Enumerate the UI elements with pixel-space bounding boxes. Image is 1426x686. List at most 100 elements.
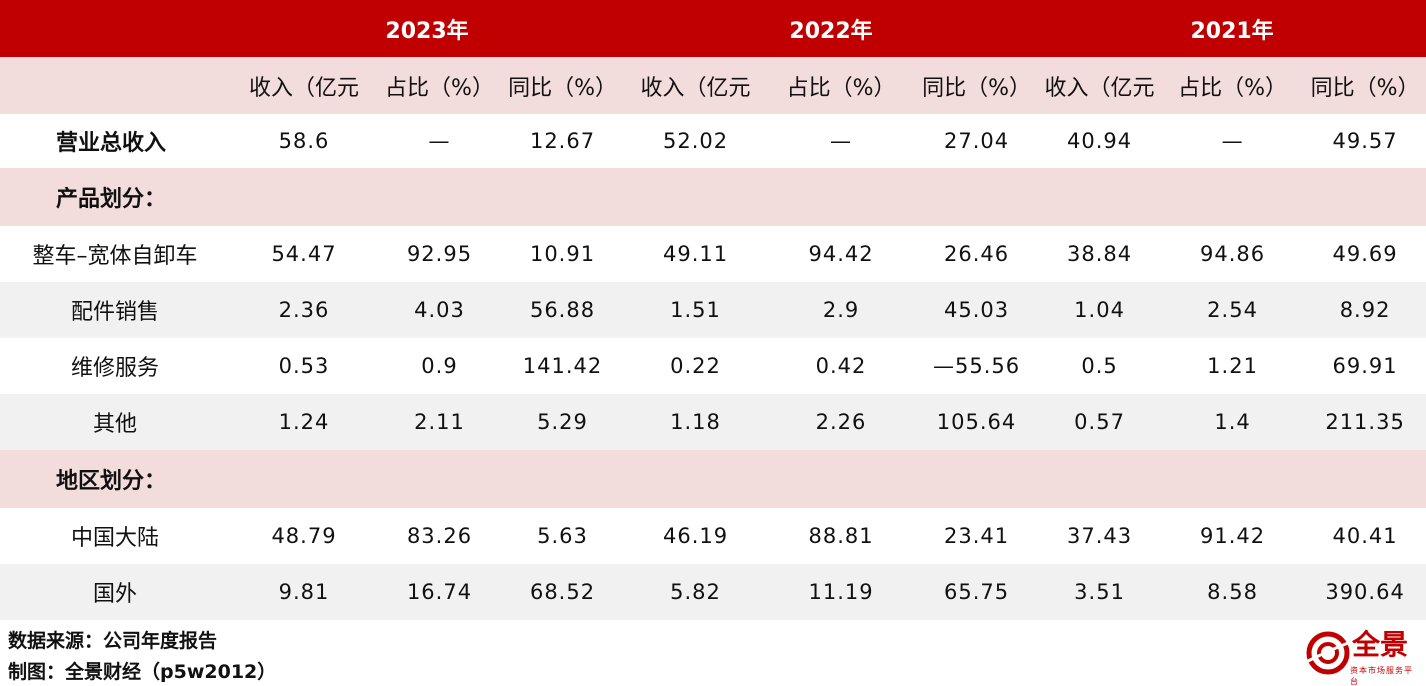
value-cell: 0.5 (1038, 338, 1162, 394)
value-cell: 27.04 (915, 114, 1039, 168)
value-cell: 4.03 (378, 282, 501, 338)
year-header-row: 2023年 2022年 2021年 (0, 0, 1426, 57)
value-cell: 40.94 (1038, 114, 1162, 168)
value-cell: 141.42 (501, 338, 625, 394)
quanjing-logo-icon (1306, 631, 1350, 675)
value-cell: 26.46 (915, 226, 1039, 282)
value-cell: 5.29 (501, 394, 625, 450)
column-header: 同比（%） (501, 57, 625, 114)
value-cell: — (767, 114, 916, 168)
table-row: 整车–宽体自卸车 54.47 92.95 10.91 49.11 94.42 26.46 38… (0, 226, 1426, 282)
logo: 全景 资本市场服务平台 (1306, 627, 1418, 686)
value-cell: 8.92 (1304, 282, 1426, 338)
value-cell: 2.11 (378, 394, 501, 450)
section-fill (230, 168, 1426, 226)
row-label: 维修服务 (0, 338, 230, 394)
value-cell: 0.9 (378, 338, 501, 394)
value-cell: 1.21 (1161, 338, 1305, 394)
value-cell: 49.57 (1304, 114, 1426, 168)
logo-subtitle: 资本市场服务平台 (1350, 666, 1413, 686)
table-row: 其他 1.24 2.11 5.29 1.18 2.26 105.64 0.57 1.4 211.3… (0, 394, 1426, 450)
value-cell: 1.24 (230, 394, 378, 450)
value-cell: 69.91 (1304, 338, 1426, 394)
value-cell: 49.11 (624, 226, 768, 282)
row-label: 国外 (0, 564, 230, 620)
row-label: 整车–宽体自卸车 (0, 226, 230, 282)
value-cell: 23.41 (915, 508, 1039, 564)
column-header-row: 收入（亿元 占比（%） 同比（%） 收入（亿元 占比（%） 同比（%） 收入（亿元 占比（%）… (0, 57, 1426, 114)
value-cell: 2.9 (767, 282, 916, 338)
value-cell: 2.36 (230, 282, 378, 338)
section-fill (230, 450, 1426, 508)
value-cell: 56.88 (501, 282, 625, 338)
column-header: 收入（亿元 (624, 57, 768, 114)
column-header: 同比（%） (915, 57, 1039, 114)
value-cell: 83.26 (378, 508, 501, 564)
value-cell: 94.86 (1161, 226, 1305, 282)
section-row: 地区划分： (0, 450, 1426, 508)
value-cell: 8.58 (1161, 564, 1305, 620)
row-label: 配件销售 (0, 282, 230, 338)
value-cell: 1.18 (624, 394, 768, 450)
value-cell: 54.47 (230, 226, 378, 282)
value-cell: 9.81 (230, 564, 378, 620)
value-cell: 45.03 (915, 282, 1039, 338)
value-cell: 91.42 (1161, 508, 1305, 564)
column-header: 占比（%） (1161, 57, 1305, 114)
table-row: 维修服务 0.53 0.9 141.42 0.22 0.42 —55.56 0.5 1.21 69… (0, 338, 1426, 394)
value-cell: 37.43 (1038, 508, 1162, 564)
value-cell: 105.64 (915, 394, 1039, 450)
value-cell: 211.35 (1304, 394, 1426, 450)
year-header: 2023年 (230, 0, 625, 57)
value-cell: —55.56 (915, 338, 1039, 394)
column-header: 同比（%） (1304, 57, 1426, 114)
value-cell: 1.04 (1038, 282, 1162, 338)
section-label: 产品划分： (0, 168, 230, 226)
value-cell: 0.42 (767, 338, 916, 394)
value-cell: 58.6 (230, 114, 378, 168)
table-row: 国外 9.81 16.74 68.52 5.82 11.19 65.75 3.51 8.58 39… (0, 564, 1426, 620)
value-cell: 46.19 (624, 508, 768, 564)
value-cell: 52.02 (624, 114, 768, 168)
value-cell: 68.52 (501, 564, 625, 620)
value-cell: 94.42 (767, 226, 916, 282)
column-header: 收入（亿元 (1038, 57, 1162, 114)
value-cell: 0.57 (1038, 394, 1162, 450)
value-cell: 49.69 (1304, 226, 1426, 282)
section-row: 产品划分： (0, 168, 1426, 226)
value-cell: 1.51 (624, 282, 768, 338)
value-cell: 11.19 (767, 564, 916, 620)
value-cell: 2.26 (767, 394, 916, 450)
column-header: 占比（%） (767, 57, 916, 114)
value-cell: 5.82 (624, 564, 768, 620)
value-cell: 0.22 (624, 338, 768, 394)
value-cell: 38.84 (1038, 226, 1162, 282)
corner-cell (0, 0, 230, 57)
column-header: 收入（亿元 (230, 57, 378, 114)
table-row: 营业总收入 58.6—12.67 52.02—27.04 40.94—49.57 (0, 114, 1426, 168)
value-cell: 40.41 (1304, 508, 1426, 564)
value-cell: — (1161, 114, 1305, 168)
value-cell: 2.54 (1161, 282, 1305, 338)
row-label: 其他 (0, 394, 230, 450)
value-cell: 0.53 (230, 338, 378, 394)
year-header: 2022年 (624, 0, 1039, 57)
column-header: 占比（%） (378, 57, 501, 114)
value-cell: 3.51 (1038, 564, 1162, 620)
value-cell: 48.79 (230, 508, 378, 564)
value-cell: 12.67 (501, 114, 625, 168)
row-label: 营业总收入 (0, 114, 230, 168)
source-note: 数据来源：公司年度报告 (8, 630, 218, 652)
value-cell: — (378, 114, 501, 168)
logo-name: 全景 (1352, 628, 1409, 661)
value-cell: 65.75 (915, 564, 1039, 620)
table-row: 配件销售 2.36 4.03 56.88 1.51 2.9 45.03 1.04 2.54 8.9… (0, 282, 1426, 338)
value-cell: 10.91 (501, 226, 625, 282)
value-cell: 1.4 (1161, 394, 1305, 450)
value-cell: 16.74 (378, 564, 501, 620)
maker-note: 制图：全景财经（p5w2012） (8, 661, 277, 683)
corner-cell (0, 57, 230, 114)
value-cell: 92.95 (378, 226, 501, 282)
revenue-table: 2023年 2022年 2021年 收入（亿元 占比（%） 同比（%） 收入（亿元 占比（%）… (0, 0, 1426, 620)
